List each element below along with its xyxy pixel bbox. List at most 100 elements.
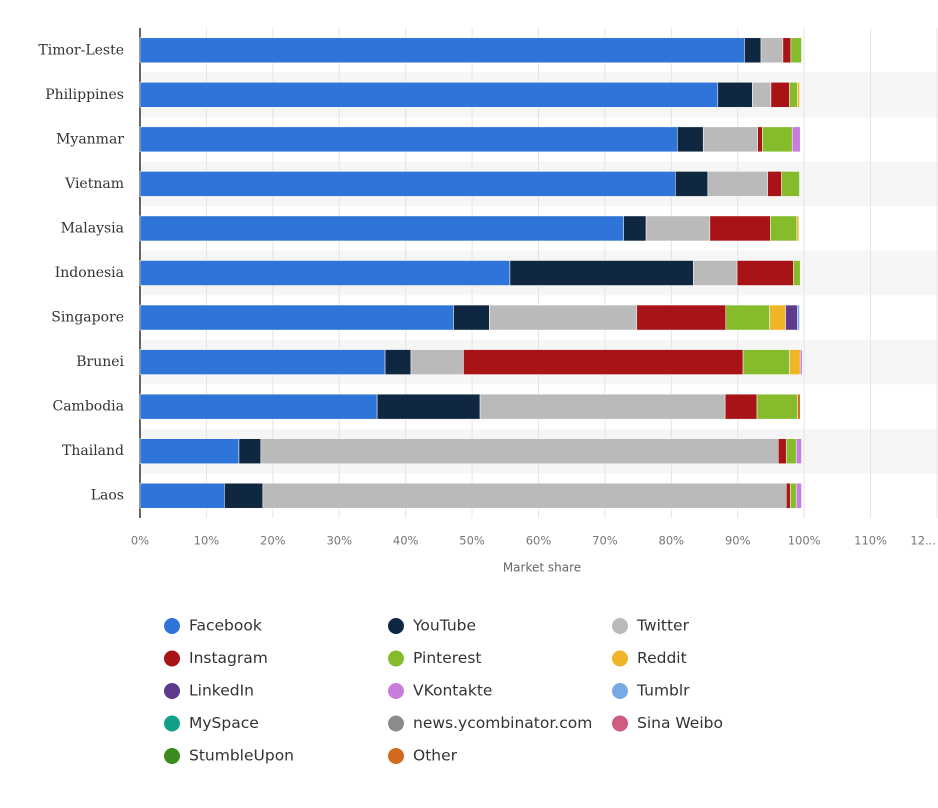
bar-segment xyxy=(139,393,378,420)
bar-segment xyxy=(791,126,801,153)
bar-segment xyxy=(224,482,264,509)
bar-segment xyxy=(410,349,464,375)
bar-segment xyxy=(797,393,801,420)
y-tick-label: Myanmar xyxy=(56,131,124,147)
y-tick-label: Indonesia xyxy=(55,265,124,281)
legend: Facebook YouTube Twitter Instagram Pinterest… xyxy=(164,617,723,765)
legend-label: YouTube xyxy=(412,617,476,635)
legend-marker xyxy=(164,618,180,634)
x-tick-label: 100% xyxy=(788,534,821,548)
bar-segment xyxy=(262,482,787,509)
y-tick-label: Cambodia xyxy=(52,399,124,415)
bar-segment xyxy=(767,171,782,197)
bar-segment xyxy=(756,393,798,420)
legend-label: Instagram xyxy=(189,649,268,667)
x-tick-label: 20% xyxy=(260,534,286,548)
x-tick-label: 110% xyxy=(854,534,887,548)
bar-segment xyxy=(724,393,758,420)
x-tick-label: 90% xyxy=(725,534,751,548)
legend-label: Pinterest xyxy=(413,649,481,667)
legend-label: LinkedIn xyxy=(189,682,254,700)
x-tick-label: 80% xyxy=(659,534,685,548)
bar-segment xyxy=(677,126,704,153)
bars xyxy=(139,37,803,509)
legend-label: Reddit xyxy=(637,649,687,667)
legend-label: Facebook xyxy=(189,617,262,635)
bar-segment xyxy=(139,438,240,464)
bar-segment xyxy=(489,304,638,331)
x-tick-label: 30% xyxy=(326,534,352,548)
bar-segment xyxy=(797,82,800,108)
legend-marker xyxy=(388,715,404,732)
bar-segment xyxy=(702,126,758,153)
legend-marker xyxy=(164,715,180,732)
x-axis-label: Market share xyxy=(503,561,581,575)
x-tick-label: 12... xyxy=(910,534,936,548)
bar-segment xyxy=(785,304,798,331)
bar-segment xyxy=(785,438,797,464)
bar-segment xyxy=(752,82,772,108)
bar-segment xyxy=(139,482,225,509)
x-tick-label: 40% xyxy=(393,534,419,548)
bar-segment xyxy=(139,37,745,64)
legend-marker xyxy=(164,748,180,764)
legend-label: news.ycombinator.com xyxy=(413,714,592,732)
x-tick-label: 0% xyxy=(131,534,149,548)
bar-segment xyxy=(736,260,794,286)
x-tick-label: 50% xyxy=(459,534,485,548)
bar-segment xyxy=(770,215,798,242)
bar-segment xyxy=(795,482,802,509)
bar-segment xyxy=(790,37,802,64)
bar-segment xyxy=(725,304,770,331)
bar-segment xyxy=(139,260,511,286)
legend-marker xyxy=(388,748,404,764)
legend-label: Twitter xyxy=(636,617,690,635)
legend-marker xyxy=(612,683,628,699)
bar-segment xyxy=(760,37,784,64)
y-tick-label: Brunei xyxy=(76,354,124,370)
legend-label: Tumblr xyxy=(636,682,690,700)
bar-segment xyxy=(717,82,753,108)
bar-segment xyxy=(463,349,744,375)
bar-segment xyxy=(636,304,727,331)
bar-segment xyxy=(789,349,801,375)
legend-marker xyxy=(612,715,628,732)
bar-segment xyxy=(781,171,800,197)
bar-segment xyxy=(139,171,676,197)
bar-segment xyxy=(139,304,454,331)
bar-segment xyxy=(238,438,262,464)
bar-segment xyxy=(260,438,779,464)
legend-marker xyxy=(388,618,404,634)
y-tick-label: Malaysia xyxy=(61,220,124,236)
bar-segment xyxy=(796,215,800,242)
bar-segment xyxy=(789,482,797,509)
x-tick-label: 10% xyxy=(194,534,220,548)
labels: 0% 10% 20% 30% 40% 50% 60% 70% 80% 90% 100% 110% 12.… xyxy=(38,42,936,547)
bar-segment xyxy=(795,438,802,464)
bar-segment xyxy=(139,82,719,108)
bar-segment xyxy=(789,82,798,108)
bar-segment xyxy=(744,37,762,64)
bar-segment xyxy=(742,349,790,375)
bar-segment xyxy=(785,482,791,509)
bar-segment xyxy=(453,304,490,331)
bar-segment xyxy=(762,126,793,153)
legend-label: VKontakte xyxy=(413,682,492,700)
bar-segment xyxy=(797,304,800,331)
legend-marker xyxy=(164,683,180,699)
y-tick-label: Singapore xyxy=(51,310,124,326)
bar-segment xyxy=(693,260,738,286)
legend-marker xyxy=(164,650,180,667)
bar-segment xyxy=(782,37,792,64)
x-tick-label: 60% xyxy=(526,534,552,548)
legend-marker xyxy=(388,650,404,667)
bar-segment xyxy=(799,349,803,375)
y-tick-label: Vietnam xyxy=(64,176,124,192)
bar-segment xyxy=(709,215,771,242)
bar-segment xyxy=(793,260,801,286)
bar-segment xyxy=(707,171,768,197)
bar-segment xyxy=(623,215,647,242)
x-tick-label: 70% xyxy=(592,534,618,548)
bar-segment xyxy=(479,393,726,420)
legend-marker xyxy=(612,650,628,667)
